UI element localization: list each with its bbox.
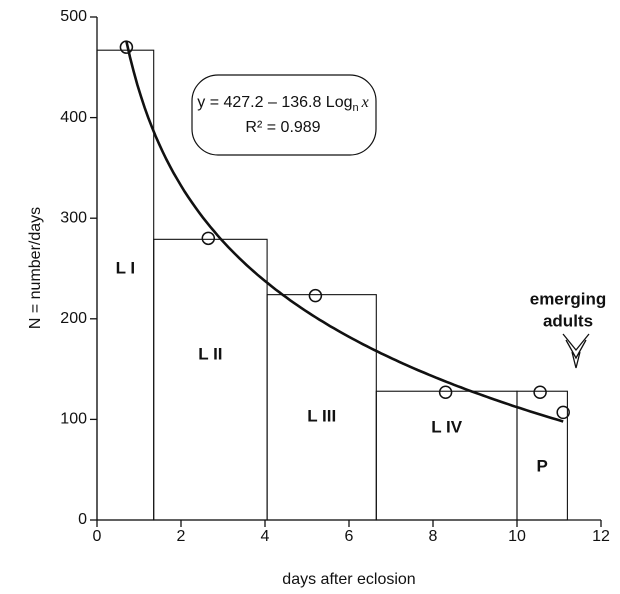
stage-label: L I [116, 258, 136, 277]
data-point [119, 40, 134, 54]
equation-box [191, 74, 377, 156]
stage-label: L II [198, 344, 222, 363]
y-tick-label: 300 [60, 209, 87, 226]
x-tick-label: 10 [508, 528, 526, 545]
y-tick-label: 100 [60, 411, 87, 428]
r-squared: R² = 0.989 [245, 119, 320, 136]
y-axis-label: N = number/days [27, 207, 44, 329]
x-tick-label: 4 [261, 528, 270, 545]
annotation: adults [543, 311, 593, 330]
equation-variable: x [361, 94, 369, 111]
y-tick-label: 500 [60, 8, 87, 25]
data-point [201, 231, 216, 246]
x-tick-label: 2 [177, 528, 186, 545]
x-tick-label: 12 [592, 528, 610, 545]
equation-text: y = 427.2 – 136.8 Log [197, 94, 352, 111]
stage-label: P [537, 456, 548, 475]
equation: y = 427.2 – 136.8 Logn x [197, 94, 368, 114]
annotation: emerging [530, 289, 607, 308]
x-tick-label: 0 [93, 528, 102, 545]
y-tick-label: 200 [60, 310, 87, 327]
x-axis-label: days after eclosion [282, 571, 415, 588]
data-point [533, 385, 547, 399]
x-tick-label: 6 [345, 528, 354, 545]
equation-subscript: n [353, 102, 359, 114]
y-tick-label: 400 [60, 109, 87, 126]
data-point [308, 288, 323, 303]
stage-label: L III [307, 406, 336, 425]
arrow [562, 333, 590, 369]
data-point [556, 405, 570, 420]
data-point [438, 385, 453, 399]
x-tick-label: 8 [429, 528, 438, 545]
fit-curve [125, 40, 564, 423]
stage-label: L IV [431, 417, 463, 436]
y-tick-label: 0 [78, 511, 87, 528]
